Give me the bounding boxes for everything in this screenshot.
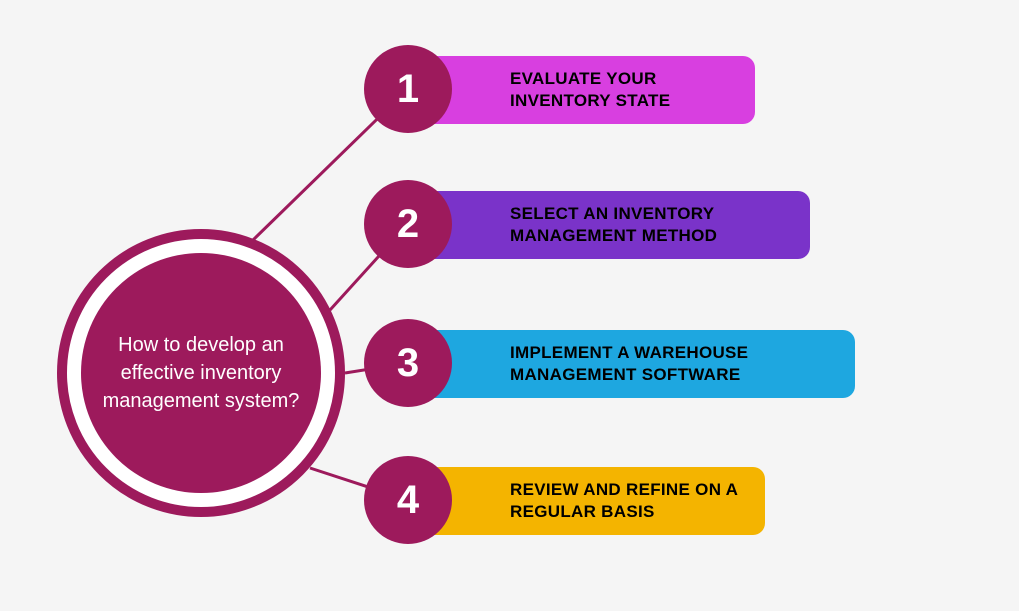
step-number-2: 2 bbox=[397, 202, 419, 247]
step-circle-3: 3 bbox=[364, 319, 452, 407]
step-label-2: SELECT AN INVENTORY MANAGEMENT METHOD bbox=[510, 203, 790, 247]
step-circle-1: 1 bbox=[364, 45, 452, 133]
step-bar-2: SELECT AN INVENTORY MANAGEMENT METHOD bbox=[420, 191, 810, 259]
step-bar-4: REVIEW AND REFINE ON A REGULAR BASIS bbox=[420, 467, 765, 535]
step-number-1: 1 bbox=[397, 67, 419, 112]
step-bar-3: IMPLEMENT A WAREHOUSE MANAGEMENT SOFTWAR… bbox=[420, 330, 855, 398]
step-circle-2: 2 bbox=[364, 180, 452, 268]
step-bar-1: EVALUATE YOUR INVENTORY STATE bbox=[420, 56, 755, 124]
step-label-1: EVALUATE YOUR INVENTORY STATE bbox=[510, 68, 735, 112]
hub-title: How to develop an effective inventory ma… bbox=[101, 331, 301, 415]
step-label-4: REVIEW AND REFINE ON A REGULAR BASIS bbox=[510, 479, 745, 523]
step-circle-4: 4 bbox=[364, 456, 452, 544]
step-number-4: 4 bbox=[397, 478, 419, 523]
step-number-3: 3 bbox=[397, 341, 419, 386]
step-label-3: IMPLEMENT A WAREHOUSE MANAGEMENT SOFTWAR… bbox=[510, 342, 835, 386]
hub-circle: How to develop an effective inventory ma… bbox=[81, 253, 321, 493]
